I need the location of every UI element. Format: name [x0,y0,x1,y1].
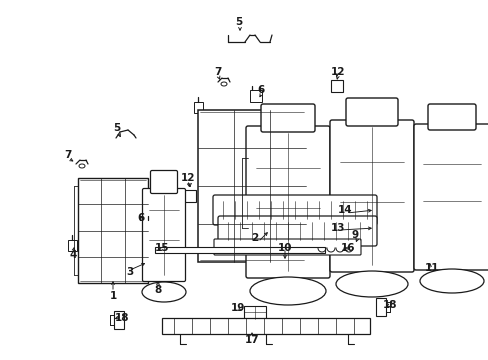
Text: 14: 14 [337,205,351,215]
Text: 10: 10 [277,243,292,253]
Text: 8: 8 [154,285,162,295]
Bar [138,220,150,230]
Text: 4: 4 [69,250,77,260]
Ellipse shape [79,164,85,168]
Ellipse shape [249,277,325,305]
Ellipse shape [221,82,226,86]
Text: 12: 12 [330,67,345,77]
Text: 1: 1 [109,291,116,301]
Text: 18: 18 [382,300,396,310]
Text: 6: 6 [257,85,264,95]
Text: 5: 5 [113,123,121,133]
Bar [244,306,265,319]
FancyBboxPatch shape [427,104,475,130]
Ellipse shape [142,282,185,302]
Text: 12: 12 [181,173,195,183]
FancyBboxPatch shape [329,120,413,272]
FancyBboxPatch shape [245,126,329,278]
Text: 7: 7 [64,150,72,160]
Text: 19: 19 [230,303,244,313]
Text: 11: 11 [424,263,438,273]
Text: 7: 7 [214,67,221,77]
Text: 13: 13 [330,223,345,233]
Text: 3: 3 [126,267,133,277]
Text: 2: 2 [251,233,258,243]
FancyBboxPatch shape [346,98,397,126]
FancyBboxPatch shape [261,104,314,132]
Text: 9: 9 [351,230,358,240]
FancyBboxPatch shape [142,189,185,282]
FancyBboxPatch shape [413,124,488,270]
Text: 17: 17 [244,335,259,345]
Ellipse shape [419,269,483,293]
Bar [155,247,325,253]
Text: 18: 18 [115,313,129,323]
Bar [249,90,262,102]
FancyBboxPatch shape [214,239,360,255]
Text: 5: 5 [235,17,242,27]
FancyBboxPatch shape [218,216,376,246]
Bar [194,102,203,113]
Ellipse shape [335,271,407,297]
Bar [330,80,342,92]
Bar [375,298,385,316]
Text: 16: 16 [340,243,354,253]
Bar [162,318,369,334]
Text: 15: 15 [154,243,169,253]
Bar [198,110,305,262]
FancyBboxPatch shape [150,171,177,194]
Bar [68,240,77,251]
Bar [78,178,148,283]
Text: 6: 6 [137,213,144,223]
Bar [114,311,124,329]
FancyBboxPatch shape [213,195,376,225]
Bar [183,190,196,202]
